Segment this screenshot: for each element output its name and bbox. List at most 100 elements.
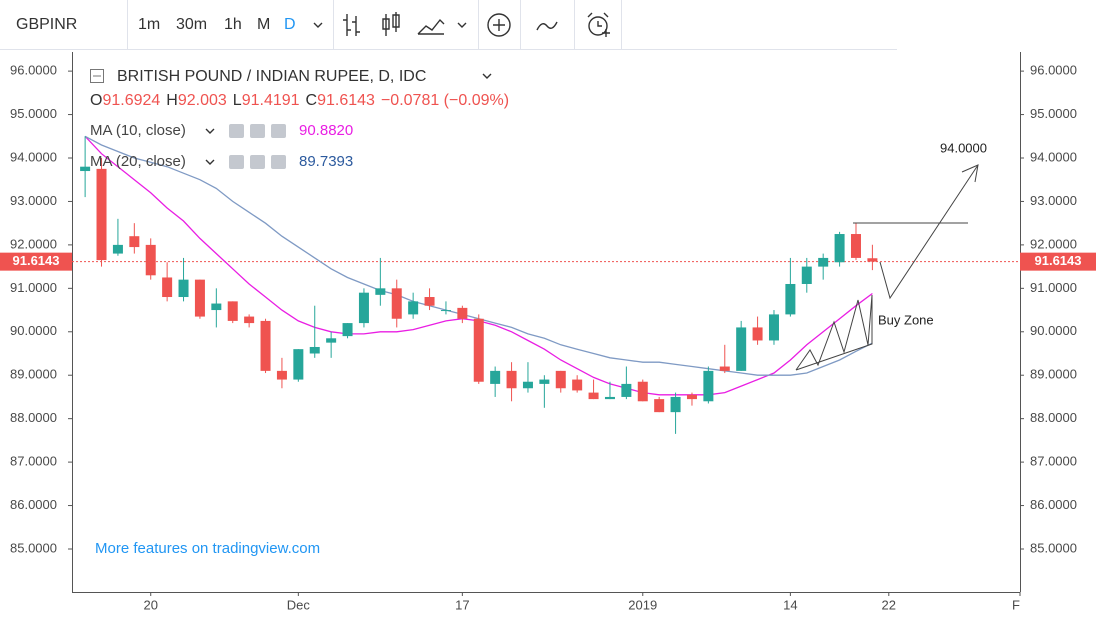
indicators-icon[interactable]	[487, 13, 511, 37]
compare-icon[interactable]	[536, 21, 558, 31]
collapse-icon[interactable]	[90, 69, 104, 83]
buy-zone-pattern	[795, 294, 873, 371]
alert-icon[interactable]	[588, 16, 608, 36]
candle-body	[342, 323, 353, 337]
candle-body	[588, 392, 599, 400]
candle-body	[654, 399, 665, 413]
y-tick-label: 91.0000	[10, 280, 57, 295]
axis-labels: 85.0000 85.0000 86.0000 86.0000 87.0000 87.00…	[0, 63, 1096, 612]
y-tick-label: 94.0000	[10, 149, 57, 164]
candle-body	[637, 381, 648, 402]
candle-body	[473, 318, 484, 382]
y-tick-label: 90.0000	[10, 323, 57, 338]
y-tick-label: 85.0000	[1030, 540, 1077, 555]
bars-icon[interactable]	[343, 14, 360, 36]
x-tick-label: 14	[783, 597, 797, 612]
area-icon[interactable]	[417, 18, 445, 35]
ma-control[interactable]	[229, 155, 244, 169]
ma-control[interactable]	[250, 155, 265, 169]
ohlc-value: 91.6924	[102, 92, 160, 109]
candle-body	[96, 168, 107, 261]
y-tick-label: 87.0000	[1030, 454, 1077, 469]
ohlc-value: 91.4191	[242, 92, 300, 109]
price-label: 91.6143	[1035, 253, 1082, 268]
interval[interactable]: 1h	[224, 16, 242, 33]
drawings: 94.0000 Buy Zone	[795, 140, 987, 371]
x-tick-label: 2019	[628, 597, 657, 612]
x-tick-label: 17	[455, 597, 469, 612]
y-tick-label: 86.0000	[10, 497, 57, 512]
candle-body	[80, 166, 91, 172]
interval[interactable]: M	[257, 16, 270, 33]
candle-body	[457, 307, 468, 319]
candle-body	[752, 327, 763, 341]
ma-control[interactable]	[250, 124, 265, 138]
candle-body	[162, 277, 173, 298]
toolbar: GBPINR 1m 30m 1h M D	[0, 0, 897, 50]
ohlc-key: L	[233, 92, 242, 109]
candle-body	[178, 279, 189, 298]
y-tick-label: 89.0000	[1030, 367, 1077, 382]
candles-icon[interactable]	[382, 12, 400, 36]
candle-body	[293, 349, 304, 380]
candle-body	[129, 236, 140, 248]
y-tick-label: 92.0000	[10, 236, 57, 251]
candle-body	[309, 346, 320, 354]
dropdown-caret[interactable]	[482, 73, 492, 79]
dropdown-caret[interactable]	[205, 128, 215, 134]
alert-details	[587, 12, 610, 37]
candle-body	[326, 338, 337, 343]
y-tick-label: 96.0000	[1030, 63, 1077, 78]
interval[interactable]: 30m	[176, 16, 207, 33]
y-tick-label: 94.0000	[1030, 149, 1077, 164]
candle-body	[621, 383, 632, 397]
plot: More features on tradingview.com	[72, 135, 1020, 557]
candle-body	[211, 303, 222, 311]
indicators-plus	[493, 19, 505, 31]
candle-body	[670, 396, 681, 413]
ma-control[interactable]	[229, 124, 244, 138]
y-tick-label: 92.0000	[1030, 236, 1077, 251]
ma-value: 89.7393	[299, 153, 353, 170]
candle-body	[867, 258, 878, 262]
target-label: 94.0000	[940, 140, 987, 155]
ma-name: MA (20, close)	[90, 153, 186, 170]
y-tick-label: 88.0000	[10, 410, 57, 425]
candle-body	[539, 379, 550, 384]
y-tick-label: 95.0000	[10, 106, 57, 121]
candle-body	[850, 234, 861, 258]
y-tick-label: 91.0000	[1030, 280, 1077, 295]
y-tick-label: 86.0000	[1030, 497, 1077, 512]
y-tick-label: 88.0000	[1030, 410, 1077, 425]
symbol[interactable]: GBPINR	[16, 16, 77, 33]
dropdown-caret[interactable]	[313, 22, 323, 28]
price-label-box	[0, 252, 72, 271]
price-label: 91.6143	[13, 253, 60, 268]
y-tick-label: 89.0000	[10, 367, 57, 382]
candle-body	[834, 234, 845, 263]
interval[interactable]: D	[284, 16, 296, 33]
x-tick-label: 20	[143, 597, 157, 612]
ma-legend: MA (10, close) 90.8820 MA (20, close) 89.73…	[90, 122, 353, 170]
candle-body	[506, 370, 517, 389]
dropdown-caret[interactable]	[205, 159, 215, 165]
buy-zone-label: Buy Zone	[878, 312, 934, 327]
candle-body	[703, 370, 714, 402]
ma-control[interactable]	[271, 155, 286, 169]
y-tick-label: 90.0000	[1030, 323, 1077, 338]
candle-body	[440, 310, 451, 312]
interval[interactable]: 1m	[138, 16, 160, 33]
candle-body	[375, 288, 386, 295]
dropdown-caret[interactable]	[457, 22, 467, 28]
change: −0.0781 (−0.09%)	[381, 92, 509, 109]
ohlc-value: 91.6143	[317, 92, 375, 109]
candle-body	[194, 279, 205, 317]
candle-body	[244, 316, 255, 324]
ma-value: 90.8820	[299, 122, 353, 139]
candle-body	[408, 301, 419, 315]
ma-control[interactable]	[271, 124, 286, 138]
candle-body	[276, 370, 287, 380]
candle-body	[686, 394, 697, 400]
